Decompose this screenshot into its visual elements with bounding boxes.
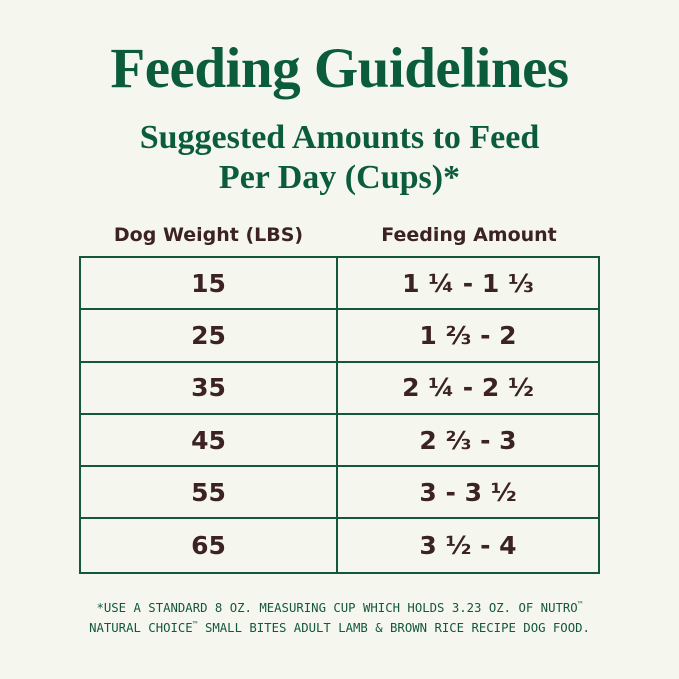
- footnote-line-2-text-before: NATURAL CHOICE: [89, 621, 193, 635]
- page-subtitle-line-1: Suggested Amounts to Feed: [139, 119, 540, 156]
- footnote-line-1-text: *USE A STANDARD 8 OZ. MEASURING CUP WHIC…: [96, 601, 578, 615]
- table-row: 65 3 ½ - 4: [81, 519, 598, 572]
- cell-dog-weight: 45: [81, 414, 338, 466]
- cell-feeding-amount: 1 ⅔ - 2: [419, 320, 517, 350]
- footnote-line-2: NATURAL CHOICE™ SMALL BITES ADULT LAMB &…: [0, 618, 679, 638]
- cell-dog-weight: 55: [81, 467, 338, 518]
- footnote-line-2-text-after: SMALL BITES ADULT LAMB & BROWN RICE RECI…: [197, 621, 590, 635]
- trademark-icon: ™: [577, 599, 583, 609]
- cell-feeding-amount: 1 ¼ - 1 ⅓: [402, 268, 534, 298]
- page-title: Feeding Guidelines: [110, 37, 569, 100]
- cell-feeding-amount: 3 - 3 ½: [419, 477, 517, 507]
- table-row: 55 3 - 3 ½: [81, 467, 598, 520]
- page-subtitle: Suggested Amounts to Feed Per Day (Cups)…: [0, 118, 679, 198]
- cell-dog-weight: 25: [81, 310, 338, 361]
- cell-feeding-amount: 3 ½ - 4: [419, 531, 517, 561]
- feeding-guidelines-table: 15 1 ¼ - 1 ⅓ 25 1 ⅔ - 2 35 2 ¼ - 2 ½ 45 …: [79, 256, 600, 574]
- cell-dog-weight: 15: [81, 258, 338, 309]
- cell-dog-weight: 35: [81, 362, 338, 413]
- table-row: 45 2 ⅔ - 3: [81, 414, 598, 468]
- table-row: 35 2 ¼ - 2 ½: [81, 362, 598, 415]
- column-header-feeding-amount: Feeding Amount: [381, 224, 557, 246]
- column-header-dog-weight: Dog Weight (LBS): [113, 224, 304, 246]
- footnote-line-1: *USE A STANDARD 8 OZ. MEASURING CUP WHIC…: [0, 598, 679, 618]
- table-column-headers: Dog Weight (LBS) Feeding Amount: [79, 222, 600, 252]
- cell-feeding-amount: 2 ¼ - 2 ½: [402, 373, 534, 403]
- table-row: 15 1 ¼ - 1 ⅓: [81, 258, 598, 311]
- cell-dog-weight: 65: [81, 519, 338, 572]
- footnote: *USE A STANDARD 8 OZ. MEASURING CUP WHIC…: [0, 598, 679, 638]
- page-subtitle-line-2: Per Day (Cups)*: [218, 159, 461, 196]
- table-row: 25 1 ⅔ - 2: [81, 310, 598, 363]
- cell-feeding-amount: 2 ⅔ - 3: [419, 425, 517, 455]
- trademark-icon: ™: [192, 619, 198, 629]
